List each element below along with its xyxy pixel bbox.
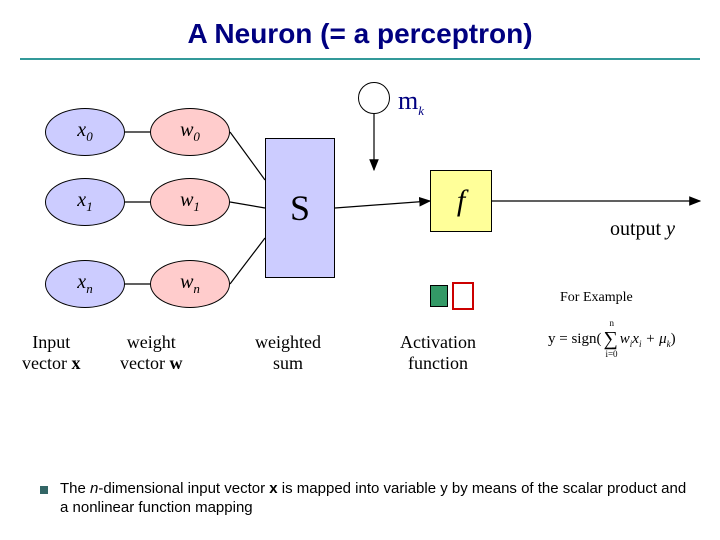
formula-caption: For Example <box>560 290 633 306</box>
description-text: The n-dimensional input vector x is mapp… <box>60 480 690 518</box>
description-row: The n-dimensional input vector x is mapp… <box>40 480 690 518</box>
page-title: A Neuron (= a perceptron) <box>0 0 720 50</box>
input-ellipse-1: x1 <box>45 178 125 226</box>
bias-label: mk <box>398 86 424 119</box>
bullet-icon <box>40 486 48 494</box>
sigma-symbol: S <box>290 187 310 229</box>
caption-1: weightvector w <box>120 332 182 373</box>
weight-ellipse-1: w1 <box>150 178 230 226</box>
bias-circle <box>358 82 390 114</box>
formula-equation: y = sign(n∑i=0wixi + μk) <box>548 328 676 351</box>
activation-symbol: f <box>457 184 465 218</box>
activation-box: f <box>430 170 492 232</box>
sum-box: S <box>265 138 335 278</box>
output-label: output y <box>610 218 675 241</box>
weight-ellipse-2: wn <box>150 260 230 308</box>
neuron-diagram: x0 x1 xn w0 w1 wn S mk f output y Inputvecto… <box>0 60 720 490</box>
caption-3: Activationfunction <box>400 332 476 373</box>
caption-0: Inputvector x <box>22 332 80 373</box>
input-ellipse-0: x0 <box>45 108 125 156</box>
step-square-1 <box>452 282 474 310</box>
caption-2: weightedsum <box>255 332 321 373</box>
weight-ellipse-0: w0 <box>150 108 230 156</box>
step-square-0 <box>430 285 448 307</box>
input-ellipse-2: xn <box>45 260 125 308</box>
